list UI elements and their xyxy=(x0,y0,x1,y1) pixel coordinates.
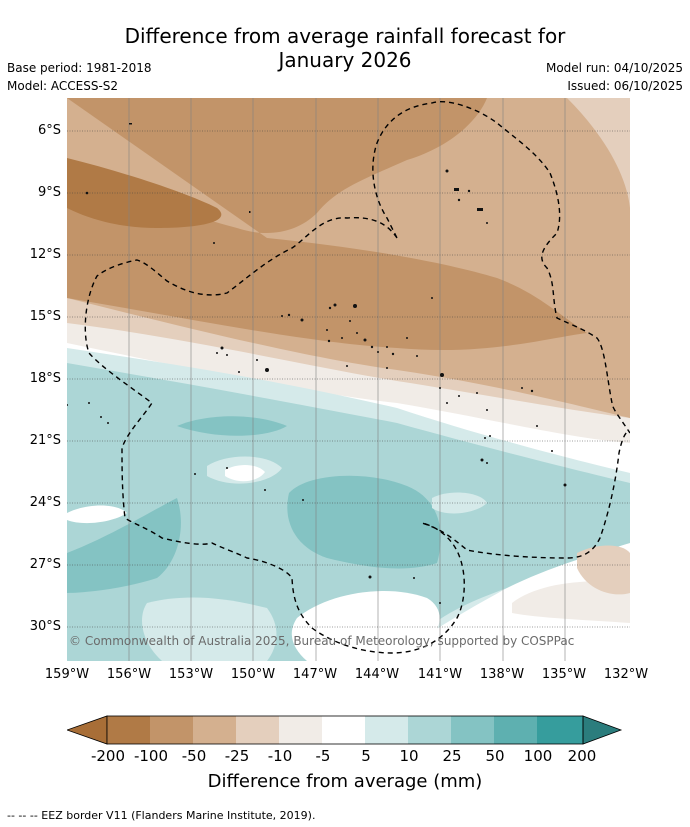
colorbar-swatch xyxy=(408,716,451,744)
colorbar xyxy=(65,714,623,746)
colorbar-swatch xyxy=(537,716,583,744)
lon-label: 150°W xyxy=(230,667,276,682)
colorbar-tick: 25 xyxy=(442,747,462,765)
lon-label: 147°W xyxy=(292,667,338,682)
lat-label: 27°S xyxy=(29,557,61,572)
model-run: Model run: 04/10/2025 xyxy=(545,61,683,75)
colorbar-tick: -10 xyxy=(267,747,293,765)
base-period: Base period: 1981-2018 xyxy=(7,61,152,75)
lat-label: 12°S xyxy=(29,247,61,262)
lat-label: 15°S xyxy=(29,309,61,324)
lat-label: 24°S xyxy=(29,495,61,510)
issued-date: Issued: 06/10/2025 xyxy=(567,79,683,93)
title-line-2: January 2026 xyxy=(278,48,412,72)
band-dry-100 xyxy=(67,98,587,351)
colorbar-outline xyxy=(106,715,584,745)
colorbar-tick: -200 xyxy=(90,747,126,765)
lon-label: 159°W xyxy=(44,667,90,682)
copyright-notice: © Commonwealth of Australia 2025, Bureau… xyxy=(69,634,575,648)
colorbar-tick: 50 xyxy=(485,747,505,765)
blob-white-b xyxy=(225,464,265,482)
blob-tan-se xyxy=(512,581,630,623)
grid-meridians xyxy=(128,98,566,661)
colorbar-label: Difference from average (mm) xyxy=(207,771,483,792)
colorbar-swatch xyxy=(279,716,322,744)
meta-left: Base period: 1981-2018 Model: ACCESS-S2 xyxy=(7,59,152,95)
lon-label: 138°W xyxy=(479,667,525,682)
colorbar-swatch xyxy=(365,716,408,744)
blob-wet-25-a xyxy=(177,416,287,436)
lat-label: 9°S xyxy=(37,185,61,200)
eez-legend: -- -- -- EEZ border V11 (Flanders Marine… xyxy=(7,809,316,822)
colorbar-tick: -25 xyxy=(224,747,250,765)
lon-label: 135°W xyxy=(541,667,587,682)
blob-tan-se-2 xyxy=(577,545,630,595)
islands xyxy=(67,123,567,604)
colorbar-tick: 200 xyxy=(567,747,597,765)
blob-white-south xyxy=(291,590,440,661)
map-title: Difference from average rainfall forecas… xyxy=(0,24,690,72)
colorbar-swatch xyxy=(322,716,365,744)
colorbar-swatch xyxy=(150,716,193,744)
title-line-1: Difference from average rainfall forecas… xyxy=(124,24,566,48)
colorbar-tick: 100 xyxy=(523,747,553,765)
colorbar-svg xyxy=(65,715,623,745)
lon-label: 153°W xyxy=(168,667,214,682)
colorbar-tick: -50 xyxy=(181,747,207,765)
blob-wet-25-b xyxy=(287,475,441,569)
colorbar-tick: -5 xyxy=(315,747,331,765)
rainfall-map xyxy=(67,98,630,661)
map-svg xyxy=(67,98,630,661)
colorbar-tick: 10 xyxy=(399,747,419,765)
lat-label: 18°S xyxy=(29,371,61,386)
lon-label: 141°W xyxy=(417,667,463,682)
lon-label: 156°W xyxy=(106,667,152,682)
model-name: Model: ACCESS-S2 xyxy=(7,79,119,93)
colorbar-tick: -100 xyxy=(133,747,169,765)
blob-white-c xyxy=(67,505,127,524)
lon-label: 132°W xyxy=(603,667,649,682)
meta-right: Model run: 04/10/2025 Issued: 06/10/2025 xyxy=(546,59,683,95)
blob-sw-wet xyxy=(142,597,277,661)
lat-label: 6°S xyxy=(37,123,61,138)
band-dry-200 xyxy=(67,158,222,228)
colorbar-swatch xyxy=(193,716,236,744)
colorbar-swatch xyxy=(451,716,494,744)
colorbar-swatch xyxy=(107,716,150,744)
colorbar-swatch xyxy=(236,716,279,744)
eez-border xyxy=(84,101,630,654)
lat-label: 21°S xyxy=(29,433,61,448)
colorbar-arrow-low xyxy=(65,715,108,745)
blob-wet-25-c xyxy=(67,498,181,593)
colorbar-arrow-high xyxy=(582,715,623,745)
lon-label: 144°W xyxy=(354,667,400,682)
lat-label: 30°S xyxy=(29,619,61,634)
colorbar-tick: 5 xyxy=(361,747,371,765)
colorbar-swatch xyxy=(494,716,537,744)
